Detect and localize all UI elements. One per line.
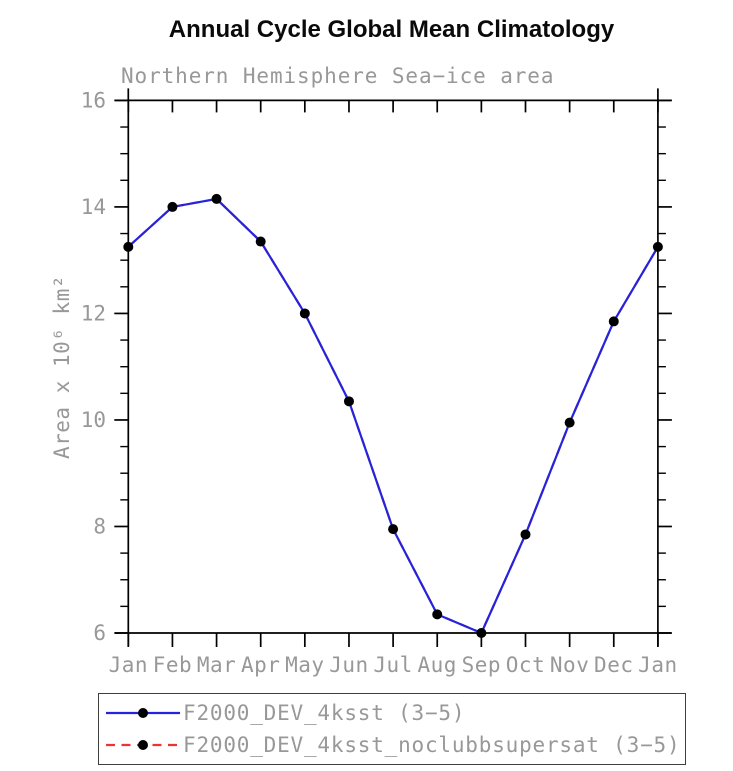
chart-subtitle: Northern Hemisphere Sea−ice area: [121, 64, 555, 88]
data-point-marker: [167, 201, 178, 212]
series-line-f2000-dev-4ksst: [127, 197, 659, 635]
legend-line-sample-dashed: [106, 740, 180, 750]
x-tick-label: Oct: [506, 653, 545, 677]
series-line-noclubbsupersat: [127, 197, 659, 635]
data-point-marker: [608, 316, 619, 327]
x-tick-label: Aug: [418, 653, 457, 677]
data-point-marker: [652, 241, 663, 252]
y-tick-label: 16: [81, 88, 106, 112]
x-tick-label: Jul: [373, 653, 412, 677]
data-point-marker: [476, 628, 487, 638]
data-point-marker: [343, 396, 354, 407]
y-tick-label: 14: [81, 195, 106, 219]
y-tick-label: 8: [93, 514, 106, 538]
legend-line-sample-solid: [106, 708, 180, 718]
x-tick-label: Sep: [462, 653, 501, 677]
x-tick-label: Nov: [550, 653, 589, 677]
x-tick-label: Feb: [153, 653, 192, 677]
data-point-marker: [520, 529, 531, 540]
legend-marker-dot-icon: [138, 708, 148, 718]
legend-entry-f2000-dev-4ksst: F2000_DEV_4ksst (3−5): [104, 699, 465, 727]
data-point-marker: [299, 308, 310, 319]
data-point-marker: [255, 236, 266, 247]
x-tick-label: Jan: [638, 653, 677, 677]
legend-box: F2000_DEV_4ksst (3−5) F2000_DEV_4ksst_no…: [98, 693, 686, 765]
legend-entry-f2000-dev-4ksst-noclubbsupersat: F2000_DEV_4ksst_noclubbsupersat (3−5): [104, 731, 680, 759]
x-tick-label: Mar: [197, 653, 236, 677]
data-point-marker: [432, 609, 443, 620]
data-point-marker: [564, 417, 575, 428]
x-tick-label: Dec: [594, 653, 633, 677]
legend-marker-dot-icon: [138, 740, 148, 750]
data-point-marker: [388, 524, 399, 535]
x-tick-label: Jan: [109, 653, 148, 677]
y-tick-label: 10: [81, 408, 106, 432]
y-tick-label: 12: [81, 301, 106, 325]
chart-title: Annual Cycle Global Mean Climatology: [168, 16, 615, 43]
x-tick-label: Jun: [329, 653, 368, 677]
data-point-marker: [211, 193, 222, 204]
x-tick-label: May: [285, 653, 324, 677]
data-point-marker: [123, 241, 134, 252]
legend-label: F2000_DEV_4ksst (3−5): [183, 701, 466, 725]
y-tick-label: 6: [93, 621, 106, 645]
legend-label: F2000_DEV_4ksst_noclubbsupersat (3−5): [183, 733, 681, 757]
x-tick-label: Apr: [241, 653, 280, 677]
